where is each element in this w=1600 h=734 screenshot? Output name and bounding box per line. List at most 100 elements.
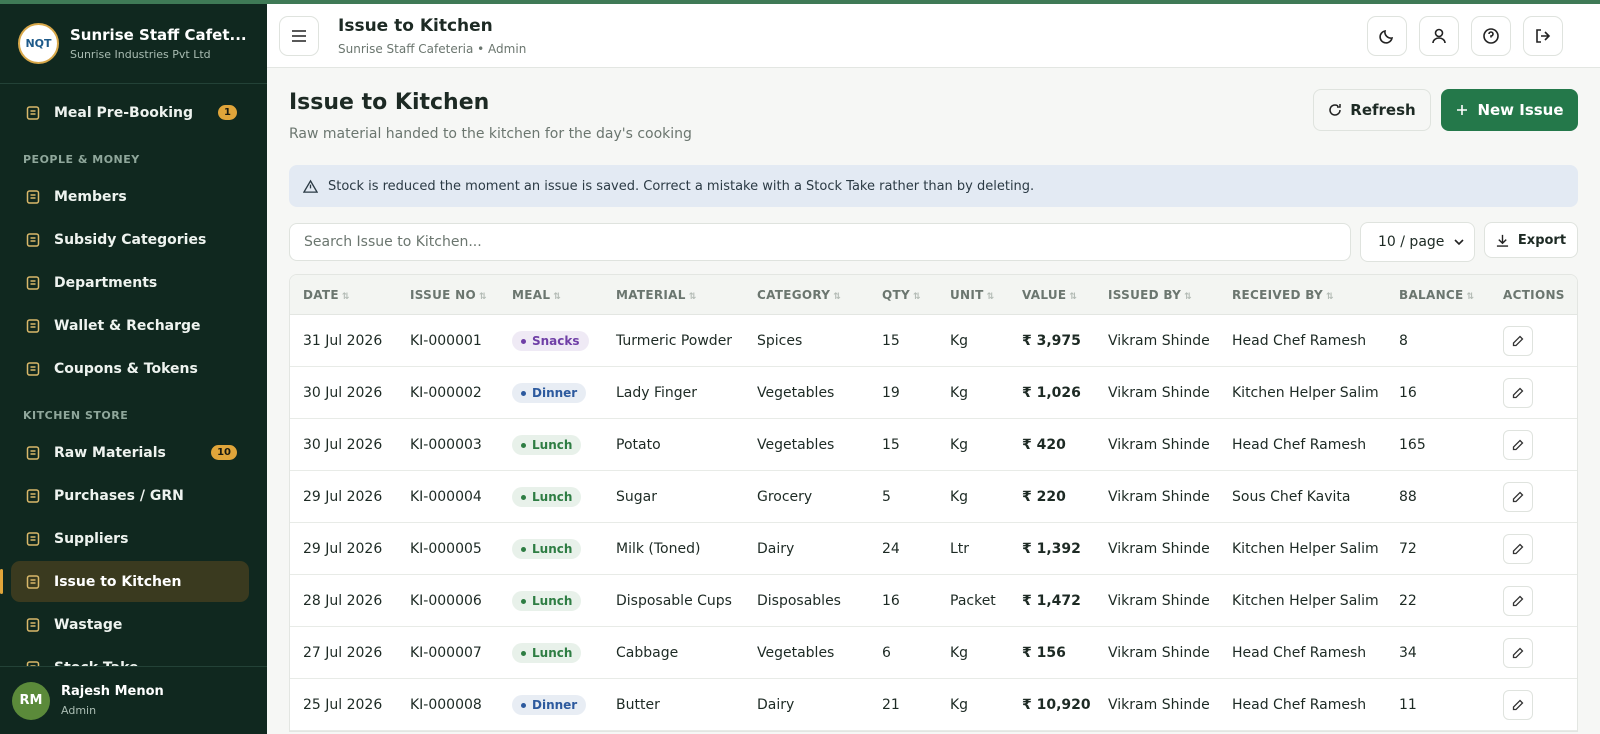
nav-item[interactable]: Wastage xyxy=(11,604,249,645)
theme-button[interactable] xyxy=(1367,16,1407,56)
new-issue-button[interactable]: New Issue xyxy=(1441,89,1578,131)
cell: Vikram Shinde xyxy=(1095,489,1219,505)
cell: Butter xyxy=(603,697,744,713)
cell-text: 27 Jul 2026 xyxy=(303,644,383,661)
nav-item[interactable]: Suppliers xyxy=(11,518,249,559)
cell-text: ₹ 10,920 xyxy=(1022,696,1091,713)
cell: Vegetables xyxy=(744,645,869,661)
cell-text: Kg xyxy=(950,644,969,661)
cell-text: 30 Jul 2026 xyxy=(303,384,383,401)
table-row: 30 Jul 2026 KI-000002 Dinner Lady Finger Veg… xyxy=(290,367,1577,419)
refresh-button[interactable]: Refresh xyxy=(1313,89,1431,131)
cell: Vikram Shinde xyxy=(1095,333,1219,349)
sort-icon: ⇅ xyxy=(1069,291,1078,302)
cell-text: ₹ 3,975 xyxy=(1022,332,1081,349)
nav-item[interactable]: Departments xyxy=(11,262,249,303)
cell-text: Vikram Shinde xyxy=(1108,332,1210,349)
header: Issue to Kitchen Sunrise Staff Cafeteria… xyxy=(267,4,1600,68)
cell: 31 Jul 2026 xyxy=(290,333,397,349)
help-button[interactable] xyxy=(1471,16,1511,56)
edit-button[interactable] xyxy=(1503,377,1533,408)
cell: 28 Jul 2026 xyxy=(290,593,397,609)
nav-item[interactable]: Coupons & Tokens xyxy=(11,348,249,389)
cell-text: KI-000004 xyxy=(410,488,482,505)
search-input[interactable]: Search Issue to Kitchen... xyxy=(289,223,1351,261)
cell: 15 xyxy=(869,437,937,453)
edit-button[interactable] xyxy=(1503,637,1533,668)
header-title: Issue to Kitchen xyxy=(338,16,493,36)
cell: Cabbage xyxy=(603,645,744,661)
nav-item[interactable]: Members xyxy=(11,176,249,217)
cell-text: 22 xyxy=(1399,592,1417,609)
cell: Kg xyxy=(937,489,1009,505)
column-header: MATERIAL ⇅ xyxy=(603,288,744,302)
cell: Lunch xyxy=(499,642,603,663)
sidebar: NQT Sunrise Staff Cafet... Sunrise Indus… xyxy=(0,4,267,734)
logout-button[interactable] xyxy=(1523,16,1563,56)
edit-button[interactable] xyxy=(1503,481,1533,512)
edit-button[interactable] xyxy=(1503,585,1533,616)
cell: Disposables xyxy=(744,593,869,609)
top-accent xyxy=(0,0,1600,4)
nav-icon xyxy=(26,318,40,333)
cell: ₹ 3,975 xyxy=(1009,333,1095,349)
edit-button[interactable] xyxy=(1503,429,1533,460)
nav-badge: 10 xyxy=(211,445,237,460)
sort-icon: ⇅ xyxy=(341,291,350,302)
user-card[interactable]: RM Rajesh Menon Admin xyxy=(0,666,267,734)
cell-text: 72 xyxy=(1399,540,1417,557)
cell-text: KI-000001 xyxy=(410,332,482,349)
cell-text: Sous Chef Kavita xyxy=(1232,488,1351,505)
nav-item[interactable]: Subsidy Categories xyxy=(11,219,249,260)
sort-icon: ⇅ xyxy=(553,291,562,302)
export-button[interactable]: Export xyxy=(1484,222,1578,258)
cell: 8 xyxy=(1386,333,1490,349)
column-label: MATERIAL xyxy=(616,287,686,302)
cell: ₹ 420 xyxy=(1009,437,1095,453)
nav-item[interactable]: Wallet & Recharge xyxy=(11,305,249,346)
cell-text: 8 xyxy=(1399,332,1408,349)
cell-text: Packet xyxy=(950,592,996,609)
avatar: RM xyxy=(12,681,50,720)
cell-text: Sugar xyxy=(616,488,657,505)
column-label: DATE xyxy=(303,287,339,302)
meal-pill: Dinner xyxy=(512,382,587,403)
nav-item[interactable]: Raw Materials 10 xyxy=(11,432,249,473)
cell: ₹ 10,920 xyxy=(1009,697,1095,713)
nav-label: Coupons & Tokens xyxy=(54,360,198,377)
edit-button[interactable] xyxy=(1503,689,1533,720)
nav-item[interactable]: Purchases / GRN xyxy=(11,475,249,516)
cell-text: KI-000002 xyxy=(410,384,482,401)
nav-label: Members xyxy=(54,188,127,205)
cell: KI-000003 xyxy=(397,437,499,453)
nav-section: KITCHEN STORE xyxy=(23,409,129,422)
nav-label: Suppliers xyxy=(54,530,129,547)
nav-icon xyxy=(26,617,40,632)
cell: KI-000004 xyxy=(397,489,499,505)
cell: 30 Jul 2026 xyxy=(290,385,397,401)
profile-button[interactable] xyxy=(1419,16,1459,56)
cell: 24 xyxy=(869,541,937,557)
nav-label: Issue to Kitchen xyxy=(54,573,182,590)
edit-icon xyxy=(1512,647,1524,658)
cell-text: ₹ 220 xyxy=(1022,488,1066,505)
cell-text: Vikram Shinde xyxy=(1108,488,1210,505)
cell: 16 xyxy=(869,593,937,609)
nav-item[interactable]: Issue to Kitchen xyxy=(0,561,249,602)
cell-text: Vikram Shinde xyxy=(1108,384,1210,401)
cell-text: KI-000006 xyxy=(410,592,482,609)
cell: 16 xyxy=(1386,385,1490,401)
menu-button[interactable] xyxy=(279,16,319,56)
cell-text: ₹ 420 xyxy=(1022,436,1066,453)
edit-icon xyxy=(1512,699,1524,710)
table-row: 31 Jul 2026 KI-000001 Snacks Turmeric Powde… xyxy=(290,315,1577,367)
cell-text: 165 xyxy=(1399,436,1426,453)
edit-button[interactable] xyxy=(1503,325,1533,356)
page-size-select[interactable]: 10 / page xyxy=(1360,222,1475,262)
cell: Head Chef Ramesh xyxy=(1219,333,1386,349)
cell: Vegetables xyxy=(744,437,869,453)
nav-item[interactable]: Meal Pre-Booking 1 xyxy=(11,92,249,133)
column-header: ISSUED BY ⇅ xyxy=(1095,288,1219,302)
cell-text: Grocery xyxy=(757,488,813,505)
edit-button[interactable] xyxy=(1503,533,1533,564)
